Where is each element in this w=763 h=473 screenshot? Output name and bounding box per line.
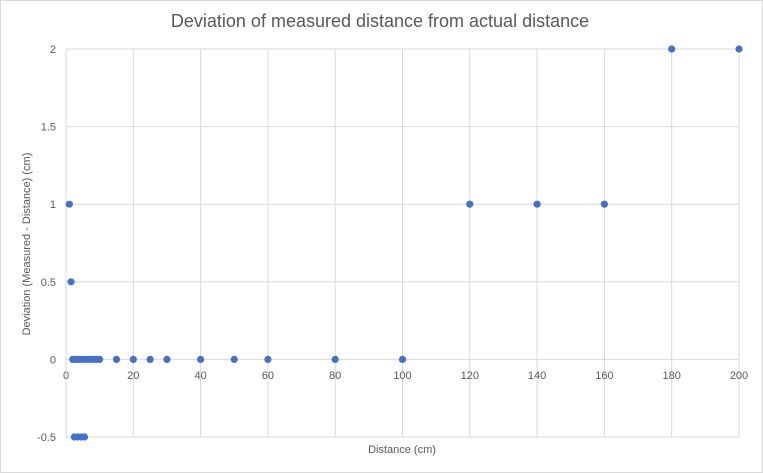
y-tick-label: 1 [50, 199, 56, 211]
data-point [533, 200, 541, 208]
x-tick-label: 160 [595, 370, 613, 382]
data-point [129, 355, 137, 363]
data-point [80, 433, 89, 441]
data-point [65, 200, 73, 208]
data-point [96, 355, 104, 363]
x-tick-label: 200 [730, 370, 748, 382]
x-tick-label: 0 [63, 370, 69, 382]
x-tick-label: 60 [262, 370, 274, 382]
y-tick-label: -0.5 [37, 432, 56, 444]
x-tick-label: 140 [528, 370, 546, 382]
data-points [65, 45, 743, 441]
y-axis-label: Deviation (Measured - Distance) (cm) [21, 153, 33, 336]
data-point [67, 278, 75, 286]
x-tick-label: 20 [127, 370, 139, 382]
data-point [264, 355, 272, 363]
data-point [163, 355, 171, 363]
data-point [112, 355, 121, 363]
data-point [735, 45, 743, 53]
data-point [466, 200, 474, 208]
x-tick-label: 120 [461, 370, 479, 382]
data-point [398, 355, 407, 363]
data-point [600, 200, 609, 208]
x-axis-label: Distance (cm) [368, 444, 436, 456]
x-axis-ticks: 0 20 40 60 80 100 120 140 160 180 200 [63, 370, 748, 382]
x-tick-label: 180 [663, 370, 681, 382]
y-axis-ticks: -0.5 0 0.5 1 1.5 2 [37, 44, 56, 444]
data-point [230, 355, 238, 363]
x-tick-label: 40 [194, 370, 206, 382]
y-tick-label: 2 [50, 44, 56, 56]
data-point [146, 355, 154, 363]
data-point [668, 45, 676, 53]
chart-title: Deviation of measured distance from actu… [171, 11, 589, 31]
gridlines [65, 48, 740, 438]
data-point [197, 355, 205, 363]
y-tick-label: 1.5 [41, 122, 56, 134]
y-tick-label: 0 [50, 354, 56, 366]
x-tick-label: 80 [329, 370, 341, 382]
x-tick-label: 100 [393, 370, 411, 382]
y-tick-label: 0.5 [41, 277, 56, 289]
data-point [331, 355, 339, 363]
